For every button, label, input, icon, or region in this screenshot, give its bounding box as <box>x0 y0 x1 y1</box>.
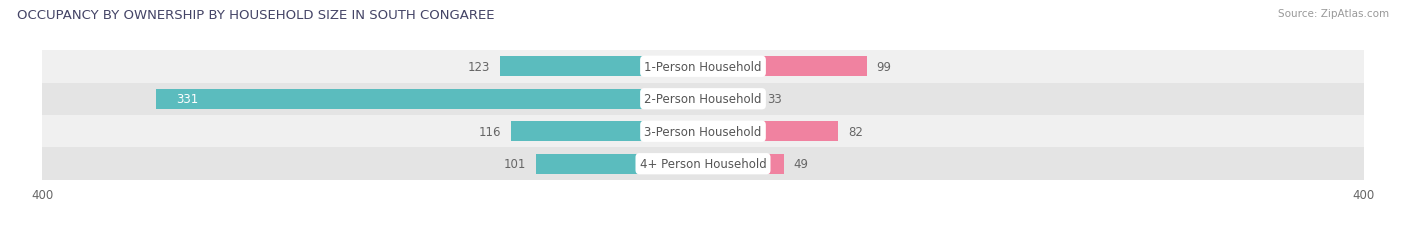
Text: 99: 99 <box>876 61 891 73</box>
Bar <box>703 89 758 109</box>
Text: OCCUPANCY BY OWNERSHIP BY HOUSEHOLD SIZE IN SOUTH CONGAREE: OCCUPANCY BY OWNERSHIP BY HOUSEHOLD SIZE… <box>17 9 495 22</box>
Text: 1-Person Household: 1-Person Household <box>644 61 762 73</box>
Bar <box>42 51 1364 83</box>
Bar <box>156 89 703 109</box>
Bar <box>42 83 1364 116</box>
Bar <box>42 116 1364 148</box>
Bar <box>499 57 703 77</box>
Text: 82: 82 <box>848 125 863 138</box>
Bar <box>512 122 703 142</box>
Bar <box>536 154 703 174</box>
Text: 4+ Person Household: 4+ Person Household <box>640 158 766 170</box>
Text: 101: 101 <box>503 158 526 170</box>
Text: 116: 116 <box>479 125 502 138</box>
Bar <box>703 57 866 77</box>
Text: 123: 123 <box>468 61 489 73</box>
Bar <box>703 154 785 174</box>
Bar <box>42 148 1364 180</box>
Text: 2-Person Household: 2-Person Household <box>644 93 762 106</box>
Text: Source: ZipAtlas.com: Source: ZipAtlas.com <box>1278 9 1389 19</box>
Text: 33: 33 <box>768 93 782 106</box>
Text: 3-Person Household: 3-Person Household <box>644 125 762 138</box>
Text: 331: 331 <box>176 93 198 106</box>
Bar <box>703 122 838 142</box>
Text: 49: 49 <box>794 158 808 170</box>
